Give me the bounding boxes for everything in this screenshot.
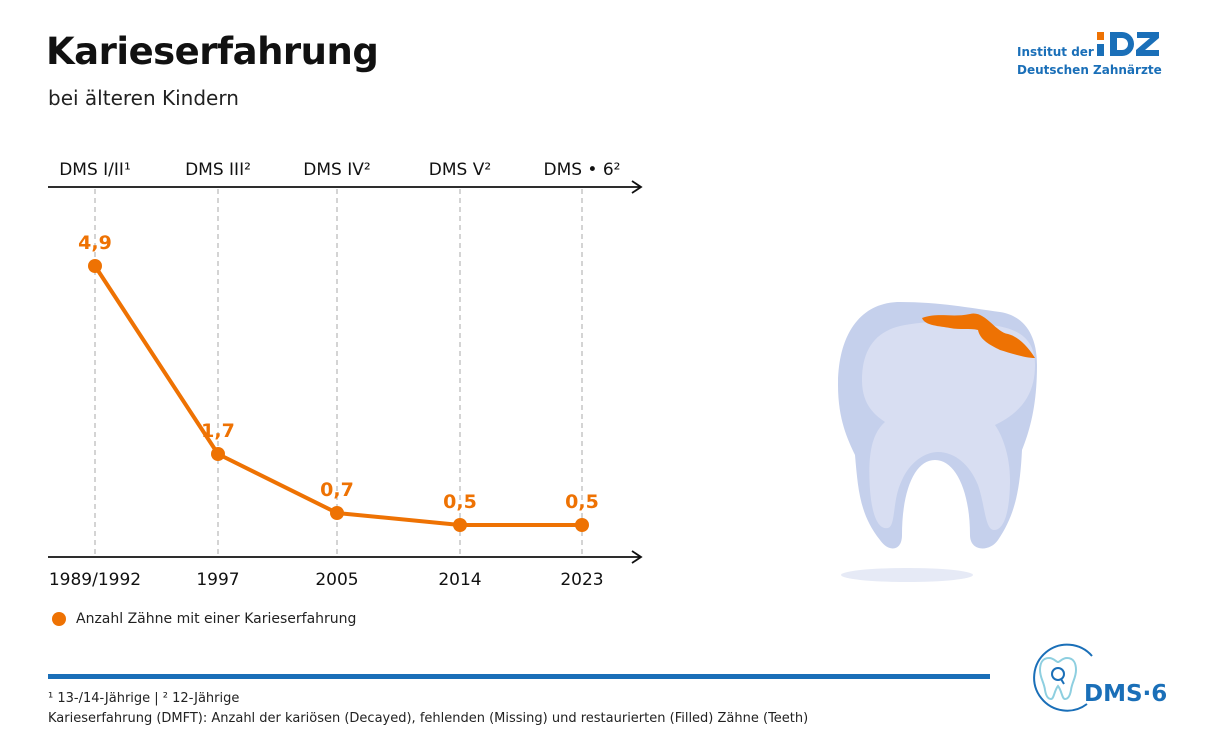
- page-title: Karieserfahrung: [46, 30, 379, 73]
- tooth-shadow-icon: [841, 568, 973, 582]
- data-label: 0,5: [443, 491, 477, 513]
- x-tick-label: 1989/1992: [49, 570, 141, 590]
- data-point: [575, 518, 589, 532]
- footnote-ages: ¹ 13-/14-Jährige | ² 12-Jährige: [48, 691, 240, 706]
- top-tick-label: DMS V²: [429, 160, 491, 180]
- legend-label: Anzahl Zähne mit einer Karieserfahrung: [76, 611, 357, 627]
- top-tick-label: DMS III²: [185, 160, 251, 180]
- top-axis-arrow: [631, 180, 643, 194]
- data-point: [211, 447, 225, 461]
- data-point: [330, 506, 344, 520]
- footer-divider: [48, 674, 990, 679]
- data-label: 4,9: [78, 232, 112, 254]
- data-point: [88, 259, 102, 273]
- x-tick-label: 2005: [315, 570, 358, 590]
- bottom-axis-arrow: [631, 550, 643, 564]
- page-subtitle: bei älteren Kindern: [48, 86, 239, 110]
- top-tick-label: DMS I/II¹: [59, 160, 131, 180]
- dms-logo-text: DMS·6: [1084, 681, 1168, 707]
- x-tick-label: 1997: [196, 570, 239, 590]
- data-label: 1,7: [201, 420, 235, 442]
- data-label: 0,7: [320, 479, 354, 501]
- idz-logo-icon: [1097, 32, 1159, 56]
- top-tick-label: DMS IV²: [303, 160, 370, 180]
- data-point: [453, 518, 467, 532]
- footnote-dmft: Karieserfahrung (DMFT): Anzahl der kariö…: [48, 711, 809, 726]
- x-tick-label: 2023: [560, 570, 603, 590]
- tooth-magnifier-icon: [1033, 643, 1093, 712]
- data-label: 0,5: [565, 491, 599, 513]
- logo-line1: Institut der: [1017, 45, 1094, 59]
- logo-line2: Deutschen Zahnärzte: [1017, 63, 1162, 77]
- legend: Anzahl Zähne mit einer Karieserfahrung: [52, 611, 356, 627]
- legend-marker-icon: [52, 612, 66, 626]
- x-tick-label: 2014: [438, 570, 481, 590]
- decayed-tooth-icon: [838, 302, 1037, 549]
- top-tick-label: DMS • 6²: [543, 160, 620, 180]
